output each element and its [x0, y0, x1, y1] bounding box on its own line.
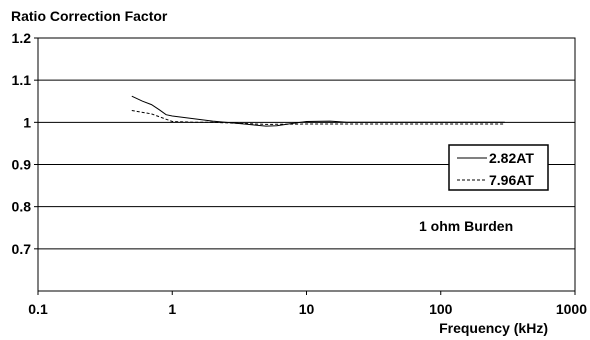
- x-tick-label: 10: [299, 301, 315, 317]
- x-tick-label: 100: [429, 301, 453, 317]
- series-line-2-82at: [131, 95, 505, 127]
- series-line-7-96at: [131, 110, 505, 125]
- y-tick-labels: 1.2 1.1 1 0.9 0.8 0.7: [12, 30, 32, 257]
- x-tick-label: 0.1: [28, 301, 48, 317]
- series-lines: [131, 95, 505, 127]
- legend-label-2-82at: 2.82AT: [489, 150, 534, 166]
- y-tick-label: 0.7: [12, 241, 32, 257]
- legend-label-7-96at: 7.96AT: [489, 172, 534, 188]
- grid-lines: [34, 37, 576, 295]
- x-axis-label: Frequency (kHz): [439, 320, 548, 336]
- plot-frame: [37, 37, 576, 292]
- y-tick-label: 0.8: [12, 199, 32, 215]
- y-tick-label: 1: [23, 114, 31, 130]
- legend-box: [448, 144, 549, 191]
- y-tick-label: 0.9: [12, 157, 32, 173]
- x-tick-label: 1: [168, 301, 176, 317]
- legend: 2.82AT 7.96AT: [448, 144, 549, 191]
- x-tick-label: 1000: [556, 301, 587, 317]
- y-tick-label: 1.1: [12, 72, 32, 88]
- y-tick-label: 1.2: [12, 30, 32, 46]
- annotation-label: 1 ohm Burden: [419, 218, 513, 234]
- x-tick-labels: 0.1 1 10 100 1000: [28, 301, 587, 317]
- chart-title: Ratio Correction Factor: [11, 8, 168, 24]
